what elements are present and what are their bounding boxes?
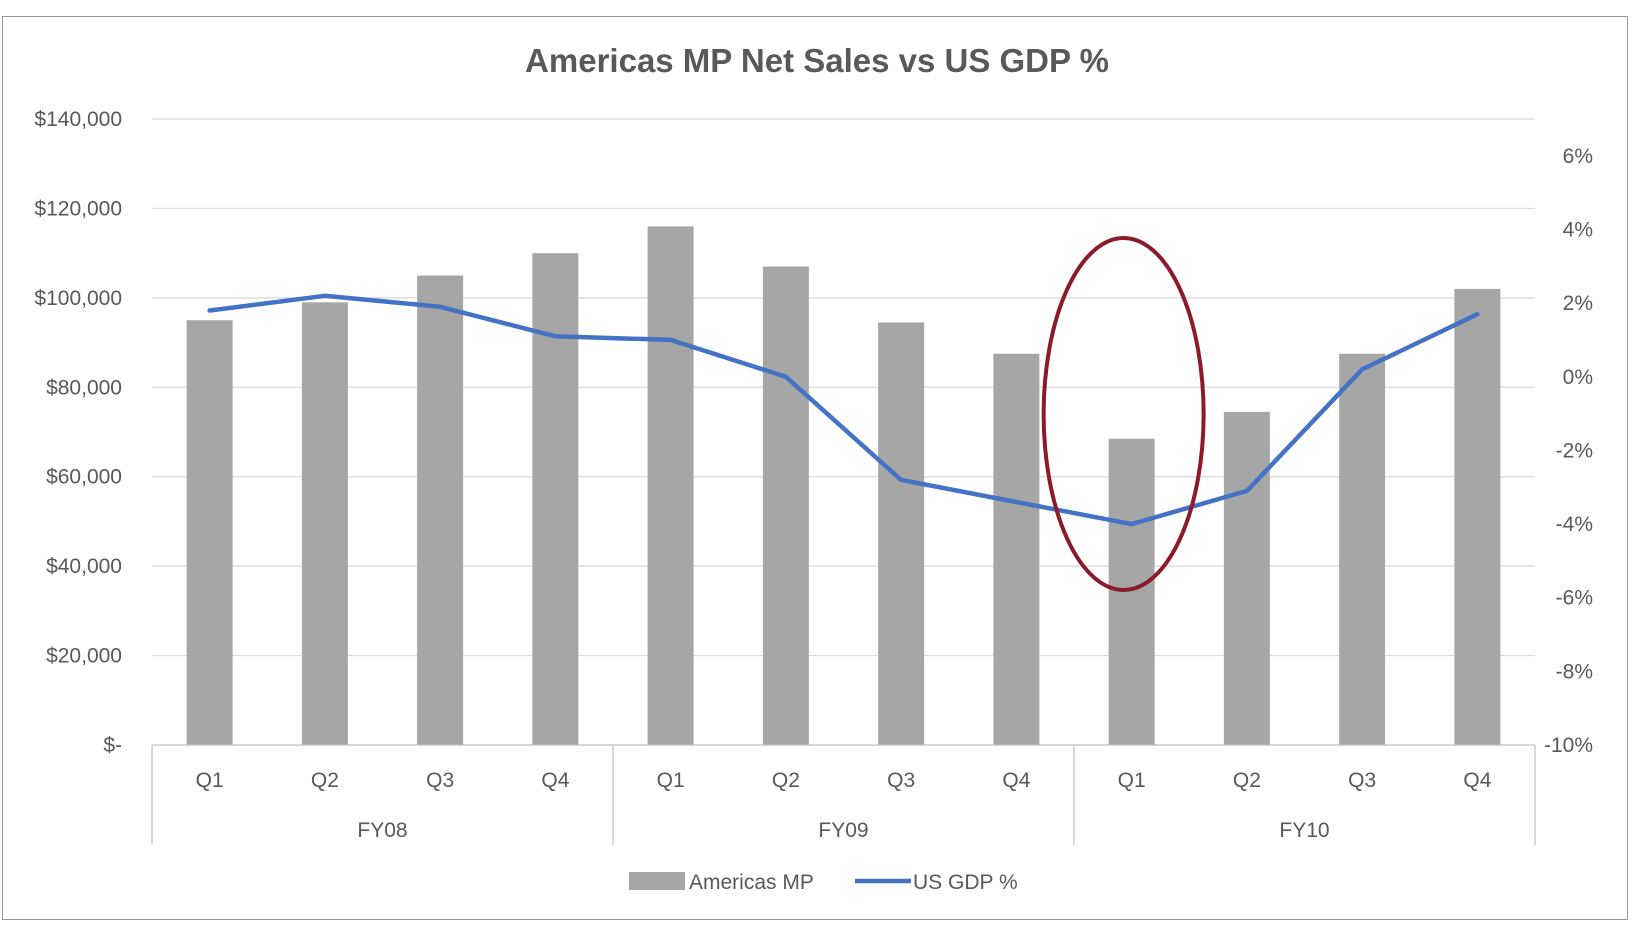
x-tick-label: Q1 [1118,769,1146,792]
chart-title: Americas MP Net Sales vs US GDP % [525,42,1109,79]
x-tick-label: Q2 [772,769,800,792]
legend: Americas MP US GDP % [629,871,1018,894]
bar-americas-mp [301,302,348,745]
bar-americas-mp [186,320,233,745]
y-left-tick-label: $80,000 [46,376,122,399]
x-tick-label: Q4 [541,769,569,792]
x-group-label: FY09 [818,819,868,842]
bar-americas-mp [647,226,694,746]
bar-americas-mp [1223,411,1270,745]
y-right-tick-label: 6% [1563,145,1593,168]
x-tick-label: Q4 [1463,769,1491,792]
bars-americas-mp [186,226,1501,746]
y-left-tick-label: $120,000 [34,197,122,220]
line-us-gdp-path [207,293,1480,527]
y-right-tick-label: -6% [1556,587,1593,610]
x-tick-label: Q3 [426,769,454,792]
y-left-tick-label: $20,000 [46,645,122,668]
y-right-tick-label: 0% [1563,366,1593,389]
y-left-tick-label: $140,000 [34,108,122,131]
legend-label-us-gdp: US GDP % [913,871,1018,894]
x-tick-label: Q3 [1348,769,1376,792]
x-tick-label: Q4 [1002,769,1030,792]
gridlines [152,118,1535,657]
y-right-tick-label: -4% [1556,513,1593,536]
x-tick-label: Q2 [311,769,339,792]
axes: $- $20,000 $40,000 $60,000 $80,000 $100,000 $1… [34,108,1593,845]
x-group-label: FY08 [357,819,407,842]
legend-swatch-americas-mp [629,872,685,890]
bar-americas-mp [1108,438,1155,745]
highlight-ellipse [1041,236,1206,592]
bar-americas-mp [417,275,464,745]
bar-americas-mp [532,253,579,745]
y-left-tick-label: $60,000 [46,466,122,489]
y-right-tick-label: -8% [1556,660,1593,683]
bar-americas-mp [993,353,1040,745]
x-tick-label: Q3 [887,769,915,792]
annotation-layer [1041,236,1206,592]
x-group-label: FY10 [1279,819,1329,842]
y-right-tick-label: 4% [1563,218,1593,241]
x-tick-label: Q1 [657,769,685,792]
y-left-tick-label: $40,000 [46,555,122,578]
y-left-tick-label: $- [103,734,122,757]
bar-americas-mp [762,266,809,745]
y-right-tick-label: 2% [1563,292,1593,315]
y-right-tick-label: -10% [1544,734,1593,757]
legend-label-americas-mp: Americas MP [689,871,814,894]
bar-americas-mp [1454,288,1501,745]
x-tick-label: Q1 [196,769,224,792]
bar-americas-mp [1339,353,1386,745]
x-tick-label: Q2 [1233,769,1261,792]
bar-americas-mp [878,322,925,745]
y-right-tick-label: -2% [1556,439,1593,462]
y-left-tick-label: $100,000 [34,287,122,310]
line-us-gdp [207,293,1480,527]
